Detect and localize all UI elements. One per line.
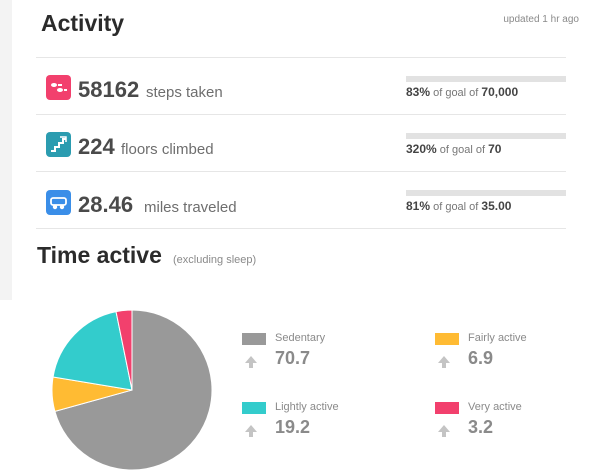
divider (36, 228, 566, 229)
floors-unit: floors climbed (121, 141, 214, 158)
legend-label: Sedentary (275, 332, 326, 344)
legend-swatch (242, 333, 266, 345)
divider (36, 171, 566, 172)
legend-item-sedentary: Sedentary 70.7 (242, 332, 402, 383)
time-active-pie-chart (51, 309, 213, 471)
stat-row-miles: 28.46 miles traveled 81% of goal of 35.0… (36, 172, 566, 229)
miles-goal-bar (406, 190, 566, 196)
stairs-icon (46, 132, 71, 157)
arrow-up-icon (438, 425, 450, 437)
time-active-title: Time active (37, 242, 162, 268)
floors-goal-bar (406, 133, 566, 139)
miles-unit: miles traveled (144, 199, 237, 216)
steps-value: 58162 (78, 77, 140, 102)
legend-value: 3.2 (468, 417, 494, 437)
steps-goal-percent: 83% (406, 85, 431, 99)
floors-goal-prefix: of goal of (439, 144, 486, 156)
legend-swatch (242, 402, 266, 414)
legend-value: 6.9 (468, 348, 494, 368)
floors-value: 224 (78, 134, 115, 159)
legend-value: 70.7 (275, 348, 311, 368)
miles-goal-text: 81% of goal of 35.00 (406, 199, 511, 213)
steps-unit: steps taken (146, 84, 223, 101)
footprints-icon (46, 75, 71, 100)
car-icon (46, 190, 71, 215)
activity-panel: Activity updated 1 hr ago 58162 steps ta… (12, 0, 589, 473)
steps-goal-value: 70,000 (481, 85, 519, 99)
miles-goal-percent: 81% (406, 199, 431, 213)
floors-goal-text: 320% of goal of 70 (406, 142, 501, 156)
pie-slice-sedentary (54, 309, 213, 471)
time-active-subtitle: (excluding sleep) (173, 254, 257, 266)
legend-swatch (435, 333, 459, 345)
legend-item-very-active: Very active 3.2 (435, 401, 589, 452)
legend-item-fairly-active: Fairly active 6.9 (435, 332, 589, 383)
miles-goal-prefix: of goal of (433, 201, 479, 213)
pie-slice-lightly-active (52, 311, 133, 391)
arrow-up-icon (245, 356, 257, 368)
activity-title: Activity (41, 10, 125, 36)
legend-label: Fairly active (468, 332, 527, 344)
floors-goal-value: 70 (488, 142, 502, 156)
divider (36, 57, 566, 58)
legend-label: Lightly active (275, 401, 339, 413)
arrow-up-icon (438, 356, 450, 368)
legend-value: 19.2 (275, 417, 311, 437)
legend-swatch (435, 402, 459, 414)
divider (36, 114, 566, 115)
steps-goal-bar (406, 76, 566, 82)
miles-value: 28.46 (78, 192, 134, 217)
steps-goal-text: 83% of goal of 70,000 (406, 85, 518, 99)
updated-timestamp: updated 1 hr ago (503, 14, 579, 25)
miles-goal-value: 35.00 (481, 199, 512, 213)
legend-label: Very active (468, 401, 522, 413)
arrow-up-icon (245, 425, 257, 437)
stat-row-steps: 58162 steps taken 83% of goal of 70,000 (36, 58, 566, 115)
steps-goal-prefix: of goal of (433, 87, 479, 99)
stat-row-floors: 224 floors climbed 320% of goal of 70 (36, 115, 566, 172)
legend-item-lightly-active: Lightly active 19.2 (242, 401, 402, 452)
pie-slice-very-active (115, 309, 133, 391)
page-edge (0, 0, 12, 300)
floors-goal-percent: 320% (406, 142, 437, 156)
